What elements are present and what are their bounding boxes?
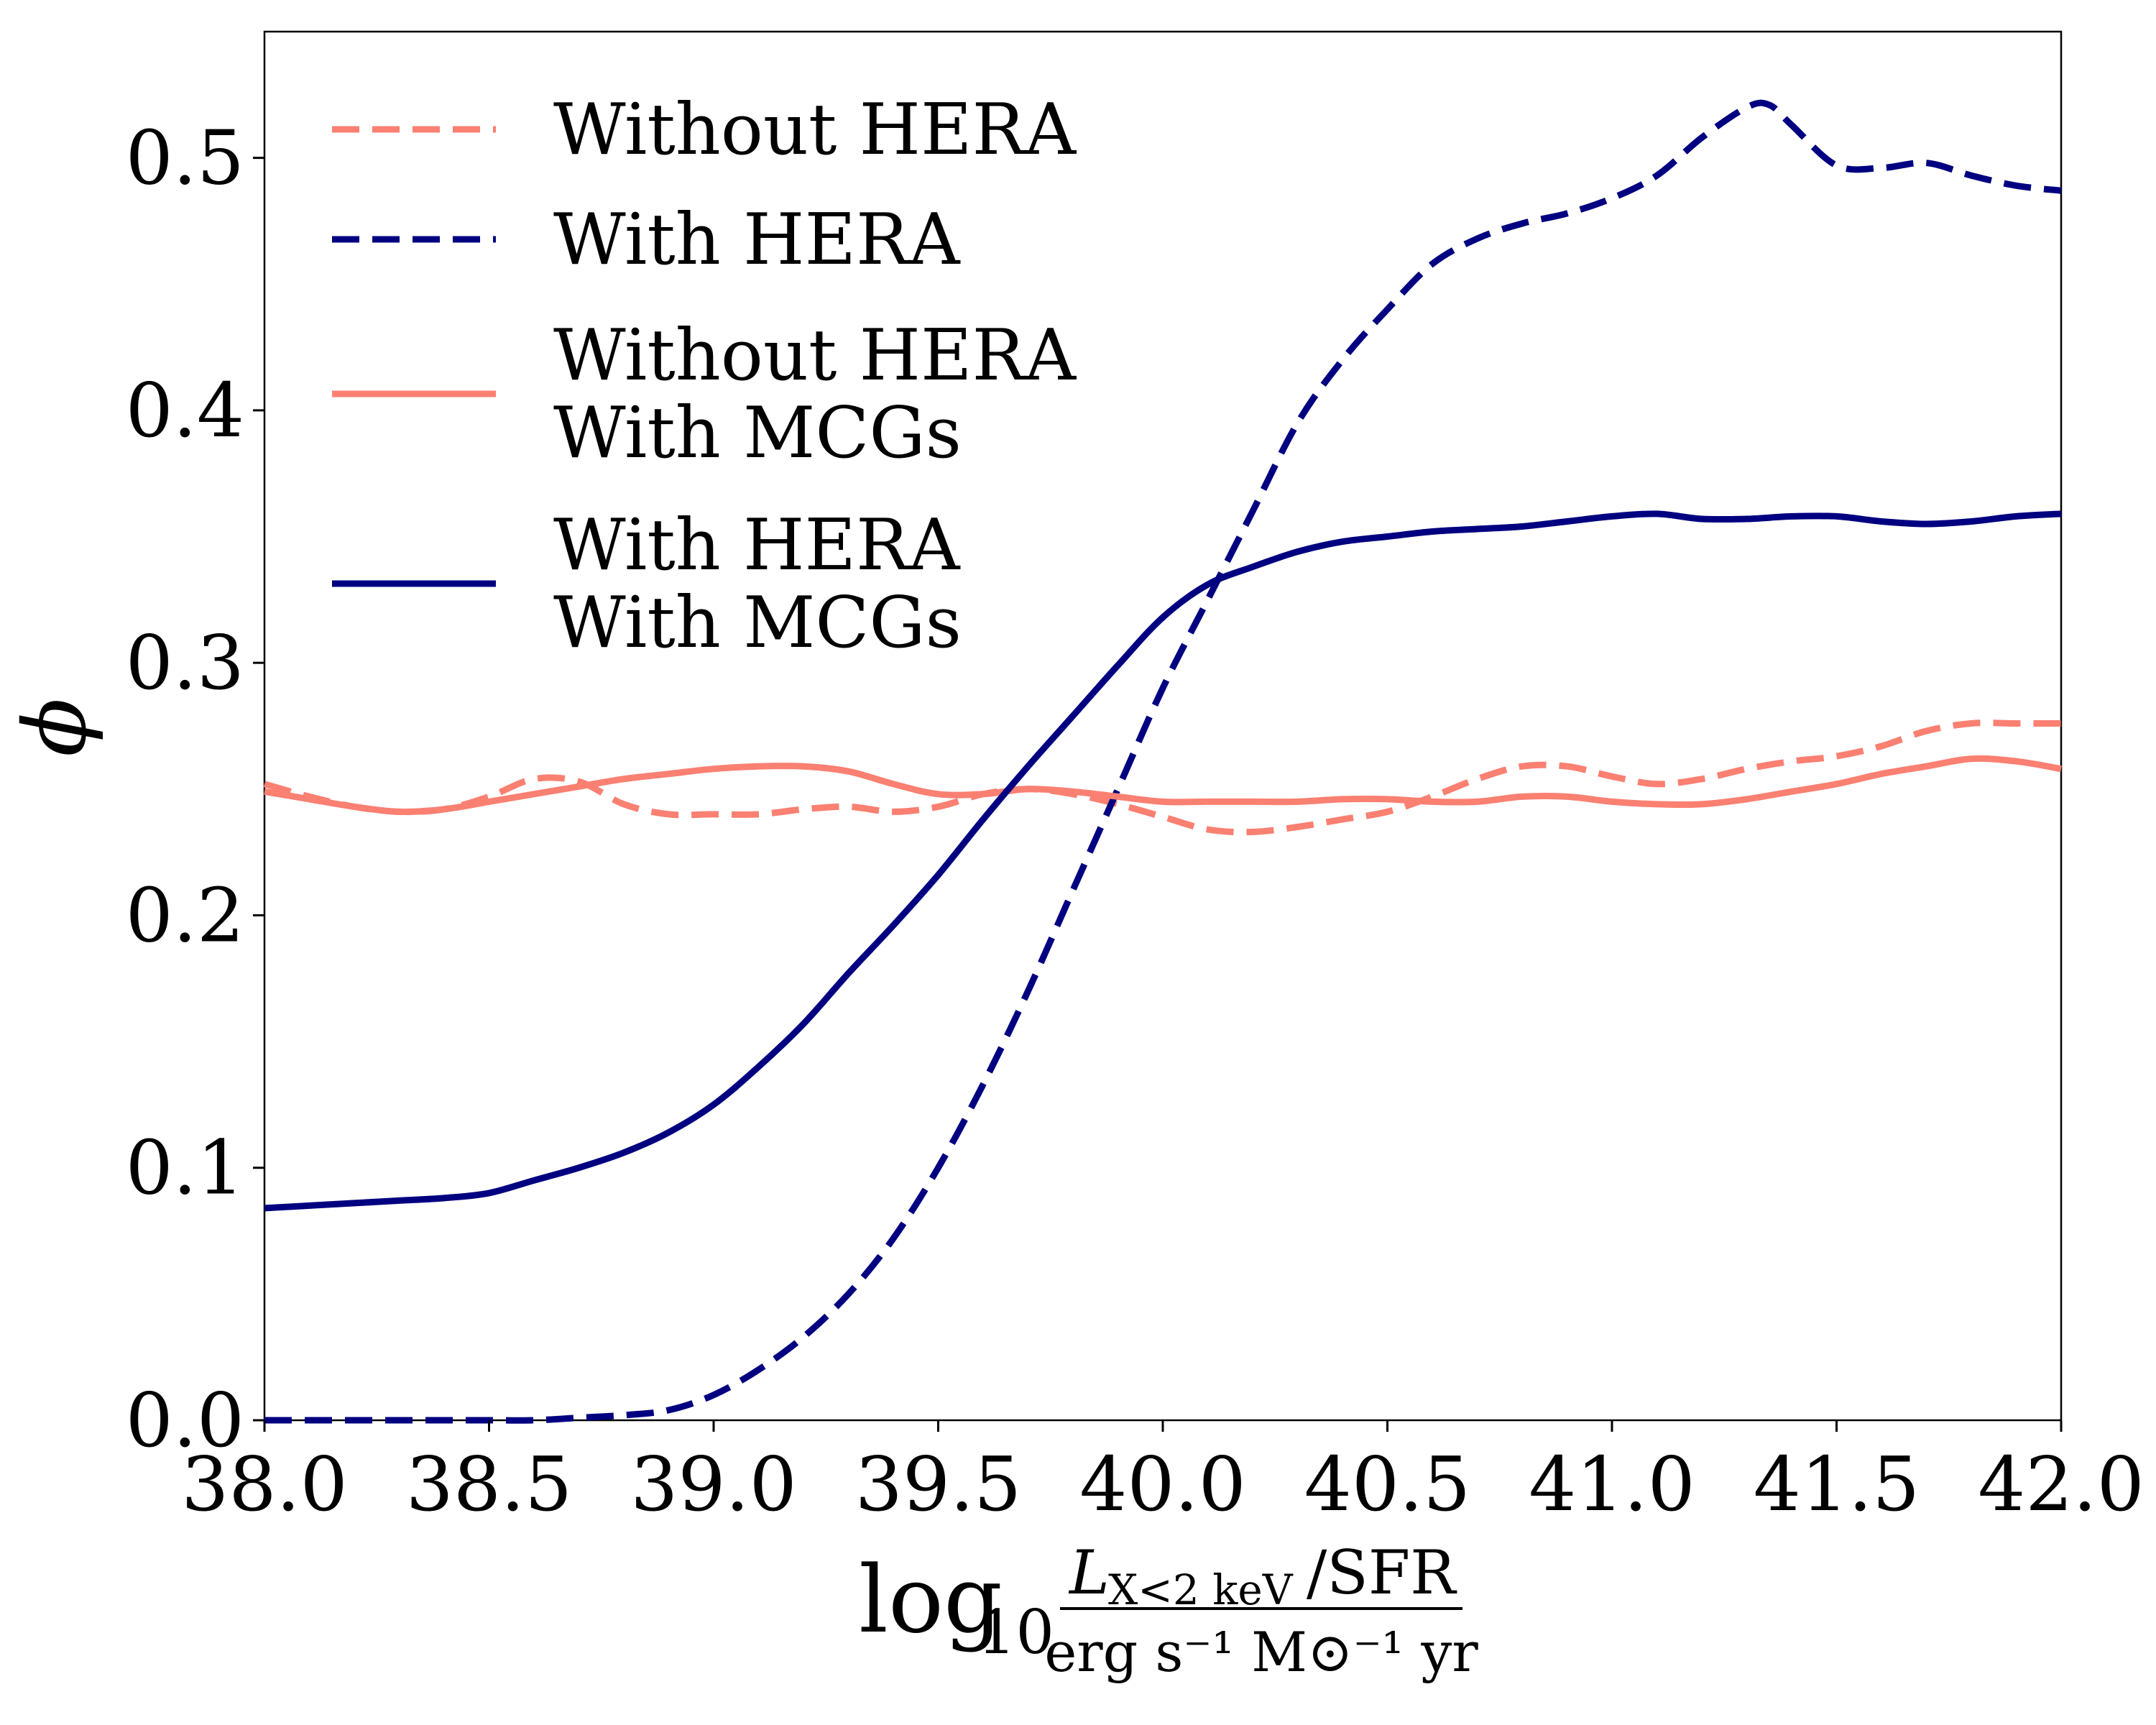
- y-tick-label: 0.1: [126, 1124, 244, 1212]
- x-axis-label-numerator-sub: X<2 keV: [1108, 1565, 1294, 1614]
- x-axis-label-prefix-sub: 10: [977, 1597, 1054, 1668]
- series-line-with-hera: [264, 99, 2062, 1424]
- x-tick-label: 42.0: [1978, 1440, 2145, 1528]
- series-line-without-hera: [263, 719, 2061, 836]
- x-axis-label-numerator-main: L: [1068, 1537, 1110, 1608]
- legend-label: With HERA: [553, 505, 961, 586]
- x-tick-label: 40.0: [1079, 1440, 1246, 1528]
- legend-label: With HERA: [553, 199, 961, 281]
- series-line-with-hera-with-mcgs: [264, 510, 2062, 1212]
- y-tick-label: 0.3: [126, 619, 244, 707]
- x-tick-label: 38.0: [181, 1440, 348, 1528]
- y-axis-label: ϕ: [6, 698, 106, 757]
- series-layer: [263, 99, 2062, 1424]
- legend-entry-with-hera: With HERA: [332, 199, 961, 281]
- y-tick-label: 0.2: [126, 871, 244, 959]
- legend-label: With MCGs: [553, 582, 962, 664]
- y-tick-label: 0.4: [126, 367, 244, 454]
- x-tick-label: 41.5: [1754, 1440, 1920, 1528]
- legend-label: Without HERA: [553, 315, 1077, 397]
- x-axis-label: log 10 L X<2 keV /SFR erg s⁻¹ M⊙⁻¹ yr: [859, 1537, 1478, 1684]
- legend-label: With MCGs: [553, 392, 962, 474]
- x-axis-label-denominator: erg s⁻¹ M⊙⁻¹ yr: [1044, 1620, 1478, 1684]
- x-tick-label: 39.0: [630, 1440, 797, 1528]
- tick-layer: 38.0 38.5 39.0 39.5 40.0 40.5 41.0 41.5 42.0 0.0 0…: [126, 114, 2145, 1528]
- series-line-without-hera-with-mcgs: [264, 755, 2062, 816]
- x-axis-label-numerator-rest: /SFR: [1307, 1537, 1457, 1608]
- y-tick-label: 0.0: [126, 1376, 244, 1464]
- x-tick-label: 40.5: [1304, 1440, 1471, 1528]
- x-tick-label: 38.5: [406, 1440, 573, 1528]
- x-tick-label: 39.5: [855, 1440, 1022, 1528]
- x-tick-label: 41.0: [1529, 1440, 1695, 1528]
- legend-entry-without-hera: Without HERA: [332, 89, 1077, 171]
- x-axis-label-prefix: log: [859, 1547, 1003, 1654]
- legend-label: Without HERA: [553, 89, 1077, 171]
- y-tick-label: 0.5: [126, 114, 244, 202]
